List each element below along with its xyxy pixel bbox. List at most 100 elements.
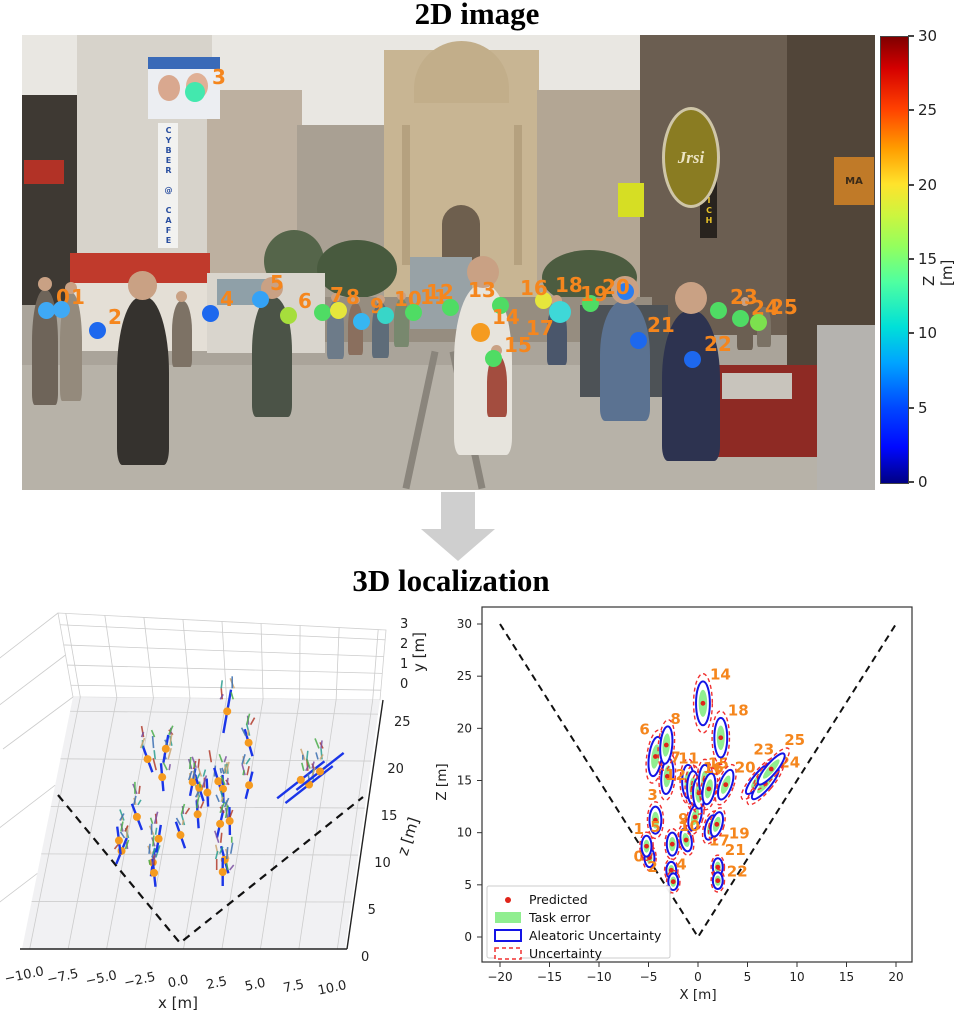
aleatoric-ellipse-4 [667, 872, 680, 892]
x3d-ticklabel: 2.5 [205, 974, 228, 993]
person-id-label-4: 4 [676, 856, 686, 874]
skeleton-stroke [154, 827, 158, 835]
floor-gridline-x [29, 696, 81, 950]
person-3d-22 [214, 846, 235, 887]
skeleton-stroke [197, 758, 201, 768]
predicted-dot-9 [683, 837, 689, 843]
legend-box [486, 885, 671, 959]
person-id-label-18: 18 [728, 702, 749, 720]
x-ticklabel: 0 [694, 970, 702, 984]
colorbar [880, 36, 909, 484]
uncertainty-ellipse-1 [639, 831, 654, 862]
z-axis-label: Z [m] [434, 763, 450, 800]
x3d-ticklabel: 0.0 [167, 972, 190, 991]
person-uncertainty-19 [707, 807, 726, 842]
plot-frame [481, 606, 913, 963]
title-3d-localization: 3D localization [352, 563, 550, 598]
photo-block [514, 125, 522, 265]
floor-gridline-x [144, 698, 191, 950]
uncertainty-ellipse-22 [710, 868, 726, 893]
detection-dot-15 [484, 349, 502, 367]
person-3d-dot-13 [203, 788, 212, 797]
skeleton-stroke [220, 775, 226, 786]
pedestrian [117, 271, 169, 465]
skeleton-stroke [223, 797, 230, 808]
person-uncertainty-18 [711, 710, 731, 766]
colorbar-ticklabel: 0 [918, 473, 928, 491]
z3d-axis-label: z [m] [394, 815, 423, 858]
aleatoric-ellipse-20 [716, 768, 735, 801]
skeleton-stroke [180, 803, 186, 815]
predicted-dot-19 [714, 821, 720, 827]
person-3d-20 [241, 753, 254, 800]
detection-id-label-8: 8 [346, 285, 360, 309]
aleatoric-ellipse-19 [709, 811, 724, 838]
skeleton-stroke [214, 850, 219, 860]
person-3d-14 [219, 676, 235, 734]
z3d-ticklabel: 15 [381, 809, 398, 824]
photo-block [158, 75, 180, 101]
detection-dot-13 [491, 296, 509, 314]
y3d-axis-label: y [m] [410, 632, 428, 672]
skeleton-stroke [219, 832, 223, 843]
legend-swatch-outline [494, 929, 522, 942]
skeleton-stroke [151, 735, 155, 749]
detection-dot-22 [683, 350, 701, 368]
skeleton-stroke [249, 717, 256, 726]
person-uncertainty-22 [710, 868, 726, 893]
skeleton-stroke [219, 693, 224, 700]
pedestrian-head [466, 256, 499, 288]
person-3d-18 [240, 713, 256, 757]
detection-id-label-16: 16 [520, 276, 548, 300]
colorbar-ticklabel: 5 [918, 398, 928, 417]
skeleton-stroke [180, 813, 186, 826]
skeleton-stroke [153, 811, 159, 824]
aleatoric-ellipse-22 [711, 871, 724, 891]
uncertainty-ellipse-5 [664, 827, 681, 861]
pedestrian [172, 291, 192, 367]
skeleton-stroke [150, 729, 156, 738]
colorbar-ticklabel: 30 [918, 27, 938, 45]
person-3d-6 [139, 725, 156, 773]
skeleton-stroke [162, 761, 168, 771]
legend-label: Uncertainty [529, 946, 603, 961]
uncertainty-ellipse-3 [646, 801, 665, 840]
colorbar-tickmark [908, 35, 914, 37]
predicted-dot-2 [668, 867, 674, 873]
predicted-dot-1 [644, 843, 649, 849]
pedestrian-head [740, 297, 750, 306]
pedestrian-head [64, 282, 77, 295]
legend-swatch-fill [495, 912, 521, 923]
skeleton-stroke [306, 759, 311, 769]
uncertainty-ellipse-16 [699, 767, 719, 811]
pedestrian [60, 282, 82, 401]
z-ticklabel: 25 [457, 669, 472, 683]
person-uncertainty-4 [665, 869, 681, 894]
z-axis-line [346, 699, 384, 950]
legend-label: Aleatoric Uncertainty [529, 928, 662, 943]
pedestrian-head [176, 291, 188, 302]
predicted-dot-14 [700, 700, 706, 706]
detection-dot-19 [581, 294, 599, 312]
uncertainty-ellipse-4 [665, 869, 681, 894]
x-ticklabel: 5 [744, 970, 752, 984]
skeleton-stroke [306, 750, 309, 760]
predicted-dot-4 [670, 879, 676, 885]
skeleton-stroke [315, 752, 319, 760]
skeleton-stroke [124, 825, 129, 832]
person-id-label-21: 21 [725, 841, 746, 859]
skeleton-stroke [229, 842, 234, 854]
photo-block [402, 125, 410, 265]
person-3d-dot-8 [161, 744, 170, 753]
z3d-ticklabel: 5 [368, 903, 376, 918]
floor-gridline-x [298, 699, 337, 950]
person-uncertainty-20 [714, 763, 737, 806]
skeleton-stroke [219, 846, 224, 855]
person-id-label-5: 5 [650, 818, 660, 836]
person-id-label-0: 0 [633, 848, 643, 866]
person-3d-dot-12 [195, 783, 204, 792]
photo-block [317, 240, 397, 298]
uncertainty-ellipse-25 [752, 747, 791, 791]
skeleton-stroke [164, 739, 169, 747]
